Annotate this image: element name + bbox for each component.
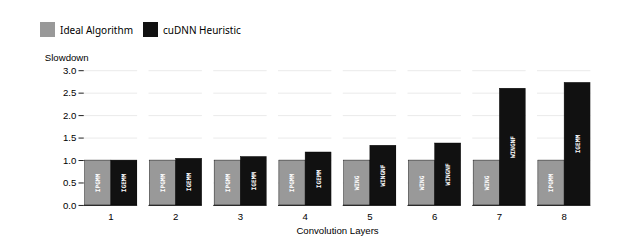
svg-text:0.5: 0.5 (63, 177, 76, 188)
svg-text:2.5: 2.5 (63, 87, 76, 98)
svg-text:Convolution Layers: Convolution Layers (296, 225, 378, 236)
svg-text:WING: WING (353, 175, 360, 190)
svg-text:IPGMM: IPGMM (547, 173, 554, 192)
svg-text:WING: WING (418, 175, 425, 190)
html-text:Ideal Algorithm: Ideal Algorithm (60, 22, 133, 37)
svg-text:3.0: 3.0 (63, 65, 76, 76)
svg-text:1: 1 (108, 211, 113, 222)
html-text:cuDNN Heuristic: cuDNN Heuristic (163, 22, 241, 37)
svg-text:WINGNF: WINGNF (509, 136, 516, 158)
svg-text:WINGNF: WINGNF (379, 164, 386, 186)
svg-text:8: 8 (561, 211, 566, 222)
svg-text:4: 4 (302, 211, 308, 222)
svg-text:Slowdown: Slowdown (45, 52, 89, 63)
svg-text:1.5: 1.5 (63, 132, 76, 143)
svg-text:WINGNF: WINGNF (444, 163, 451, 185)
svg-text:6: 6 (432, 211, 437, 222)
svg-text:2: 2 (173, 211, 178, 222)
svg-text:IGEMM: IGEMM (120, 173, 127, 192)
svg-text:IGEMM: IGEMM (315, 169, 322, 188)
svg-text:IPGMM: IPGMM (94, 173, 101, 192)
svg-text:2.0: 2.0 (63, 110, 76, 121)
svg-text:WING: WING (483, 175, 490, 190)
svg-text:3: 3 (238, 211, 243, 222)
svg-text:7: 7 (497, 211, 502, 222)
svg-text:5: 5 (367, 211, 372, 222)
svg-text:IGEMM: IGEMM (185, 173, 192, 192)
svg-text:1.0: 1.0 (63, 155, 76, 166)
svg-text:0.0: 0.0 (63, 200, 76, 211)
svg-text:IPGMM: IPGMM (224, 173, 231, 192)
svg-text:IPGMM: IPGMM (159, 173, 166, 192)
svg-text:IPGMM: IPGMM (288, 173, 295, 192)
svg-text:IGEMM: IGEMM (574, 135, 581, 154)
svg-text:IGEMM: IGEMM (250, 172, 257, 191)
